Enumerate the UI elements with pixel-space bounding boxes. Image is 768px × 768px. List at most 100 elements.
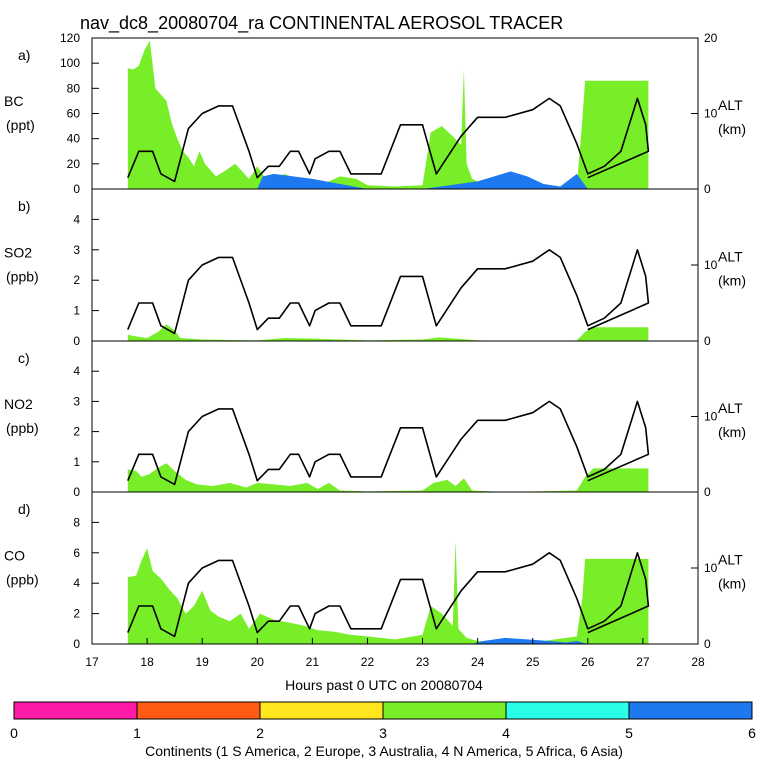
panel-letter: d) <box>18 501 30 517</box>
y-tick-label: 120 <box>60 31 80 45</box>
x-tick-label: 19 <box>196 655 210 669</box>
alt-axis-units: (km) <box>718 272 746 288</box>
y-tick-label: 3 <box>73 394 80 408</box>
alt-tick-label: 10 <box>704 561 718 575</box>
series-group <box>127 249 650 341</box>
colorbar-tick-label: 4 <box>502 725 510 741</box>
colorbar-segment <box>259 701 384 720</box>
area-australia <box>127 540 649 644</box>
alt-axis-label: ALT <box>718 97 743 113</box>
x-tick-label: 17 <box>85 655 99 669</box>
y-tick-label: 0 <box>73 182 80 196</box>
series-group <box>127 400 650 492</box>
y-tick-label: 2 <box>73 425 80 439</box>
y-tick-label: 4 <box>73 212 80 226</box>
y-tick-label: 2 <box>73 607 80 621</box>
x-tick-label: 24 <box>471 655 485 669</box>
x-tick-label: 21 <box>306 655 320 669</box>
y-axis-units: (ppb) <box>6 268 39 284</box>
colorbar-tick-label: 2 <box>256 725 264 741</box>
y-tick-label: 1 <box>73 455 80 469</box>
colorbar-segment <box>382 701 507 720</box>
left-axis: 0 20 40 60 80 100 120 <box>60 31 99 196</box>
colorbar-segment <box>628 701 753 720</box>
x-tick-label: 20 <box>251 655 265 669</box>
y-tick-label: 0 <box>73 485 80 499</box>
chart-title: nav_dc8_20080704_ra CONTINENTAL AEROSOL … <box>80 13 563 34</box>
colorbar-tick-label: 1 <box>133 725 141 741</box>
y-tick-label: 3 <box>73 243 80 257</box>
panels: 02040608010012001020a)BC(ppt)ALT(km)0123… <box>4 31 746 651</box>
series-group <box>127 40 650 189</box>
panel-3: 0 2 4 6 8 0 10 d) CO (ppb) ALT (km) <box>4 491 746 651</box>
left-axis: 0 1 2 3 4 <box>73 212 99 348</box>
alt-tick-label: 10 <box>704 107 718 121</box>
y-tick-label: 0 <box>73 334 80 348</box>
y-tick-label: 8 <box>73 515 80 529</box>
panel-frame <box>91 188 699 342</box>
x-tick-label: 27 <box>636 655 650 669</box>
x-tick-label: 25 <box>526 655 540 669</box>
colorbar-label: Continents (1 S America, 2 Europe, 3 Aus… <box>145 743 623 759</box>
colorbar-segment <box>505 701 630 720</box>
area-australia <box>127 324 649 341</box>
alt-axis-units: (km) <box>718 575 746 591</box>
y-tick-label: 2 <box>73 273 80 287</box>
y-tick-label: 20 <box>67 157 81 171</box>
right-axis: 0 10 <box>691 561 718 651</box>
x-tick-label: 22 <box>361 655 375 669</box>
area-asia <box>127 637 649 644</box>
altitude-line <box>127 400 650 486</box>
panel-0: 0 20 40 60 80 100 120 0 10 20 a) BC (ppt) ALT (km) <box>4 31 746 196</box>
alt-axis-units: (km) <box>718 424 746 440</box>
y-tick-label: 6 <box>73 546 80 560</box>
alt-tick-label: 0 <box>704 182 711 196</box>
alt-axis-label: ALT <box>718 248 743 264</box>
y-axis-label: SO2 <box>4 244 32 260</box>
alt-tick-label: 10 <box>704 410 718 424</box>
y-tick-label: 100 <box>60 56 80 70</box>
y-tick-label: 4 <box>73 576 80 590</box>
panel-letter: b) <box>18 198 30 214</box>
x-tick-label: 23 <box>416 655 430 669</box>
y-tick-label: 80 <box>67 81 81 95</box>
y-axis-units: (ppb) <box>6 420 39 436</box>
area-australia <box>127 463 649 492</box>
area-asia <box>127 171 649 189</box>
panel-letter: a) <box>18 47 30 63</box>
alt-axis-label: ALT <box>718 551 743 567</box>
y-tick-label: 60 <box>67 107 81 121</box>
alt-tick-label: 0 <box>704 637 711 651</box>
y-axis-units: (ppt) <box>6 117 35 133</box>
right-axis: 0 10 <box>691 410 718 499</box>
right-axis: 0 10 <box>691 258 718 348</box>
y-tick-label: 40 <box>67 132 81 146</box>
panel-1: 0 1 2 3 4 0 10 b) SO2 (ppb) ALT (km) <box>4 188 746 348</box>
y-axis-label: NO2 <box>4 396 33 412</box>
alt-tick-label: 0 <box>704 485 711 499</box>
x-tick-label: 28 <box>691 655 705 669</box>
alt-tick-label: 10 <box>704 258 718 272</box>
colorbar-tick-label: 6 <box>748 725 756 741</box>
y-axis-label: CO <box>4 547 25 563</box>
altitude-line <box>127 552 650 638</box>
colorbar-tick-label: 3 <box>379 725 387 741</box>
y-tick-label: 1 <box>73 304 80 318</box>
colorbar-segment <box>136 701 261 720</box>
x-axis: 17 18 19 20 21 22 23 24 25 26 27 28 Hours past 0 UTC… <box>85 638 705 693</box>
alt-axis-label: ALT <box>718 400 743 416</box>
y-tick-label: 0 <box>73 637 80 651</box>
alt-axis-units: (km) <box>718 121 746 137</box>
colorbar-segment <box>13 701 138 720</box>
colorbar-tick-label: 0 <box>10 725 18 741</box>
y-axis-label: BC <box>4 93 23 109</box>
alt-tick-label: 20 <box>704 31 718 45</box>
altitude-line <box>127 97 650 183</box>
colorbar: 0 1 2 3 4 5 6 Continents (1 S America, 2 Europe… <box>10 701 756 759</box>
panel-letter: c) <box>18 350 30 366</box>
y-axis-units: (ppb) <box>6 571 39 587</box>
x-tick-label: 26 <box>581 655 595 669</box>
x-axis-label: Hours past 0 UTC on 20080704 <box>285 677 483 693</box>
x-tick-label: 18 <box>140 655 154 669</box>
